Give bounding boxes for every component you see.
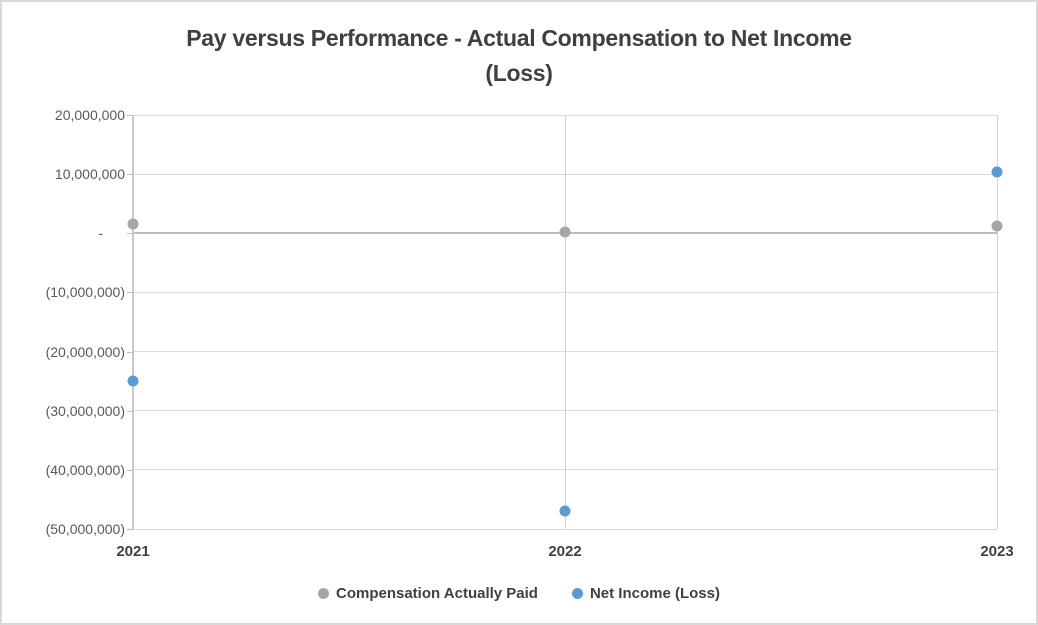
- y-axis-label: (10,000,000): [45, 284, 125, 301]
- chart-title: Pay versus Performance - Actual Compensa…: [2, 21, 1036, 91]
- data-point-net-income-2023: [991, 166, 1003, 178]
- gridline-horizontal: [133, 528, 997, 530]
- y-axis-label: (50,000,000): [45, 521, 125, 537]
- data-point-cap-2023: [991, 220, 1003, 232]
- data-point-net-income-2022: [559, 505, 571, 517]
- y-axis: 20,000,000 10,000,000 - (10,000,000) (20,000…: [2, 2, 125, 623]
- y-axis-tick: [127, 410, 133, 412]
- gridline-vertical: [564, 115, 566, 529]
- data-point-cap-2021: [127, 218, 139, 230]
- plot-area: [127, 114, 1003, 530]
- y-axis-label: -: [98, 225, 103, 242]
- y-axis-tick: [127, 351, 133, 353]
- y-axis-tick: [127, 233, 133, 235]
- gridline-vertical: [132, 115, 134, 529]
- y-axis-tick: [127, 115, 133, 116]
- data-point-net-income-2021: [127, 375, 139, 387]
- legend-label: Net Income (Loss): [589, 585, 720, 602]
- y-axis-tick: [127, 292, 133, 294]
- data-point-cap-2022: [559, 226, 571, 237]
- y-axis-label: (40,000,000): [45, 461, 125, 478]
- y-axis-tick: [127, 529, 133, 530]
- x-axis-label: 2023: [980, 543, 1014, 560]
- x-axis-label: 2022: [548, 543, 582, 560]
- y-axis-label: 10,000,000: [54, 166, 125, 183]
- y-axis-label: (20,000,000): [45, 343, 125, 360]
- chart-title-line-2: (Loss): [485, 60, 553, 86]
- legend-marker-icon: [317, 588, 329, 599]
- y-axis-tick: [127, 174, 133, 176]
- legend-item-compensation: Compensation Actually Paid: [317, 585, 538, 602]
- chart-title-line-1: Pay versus Performance - Actual Compensa…: [186, 25, 852, 51]
- x-axis-label: 2021: [116, 543, 150, 560]
- legend-marker-icon: [571, 588, 583, 599]
- y-axis-tick: [127, 469, 133, 471]
- y-axis-label: (30,000,000): [45, 402, 125, 419]
- legend: Compensation Actually Paid Net Income (Lo…: [2, 585, 1036, 602]
- legend-label: Compensation Actually Paid: [335, 585, 538, 602]
- legend-item-net-income: Net Income (Loss): [571, 585, 720, 602]
- gridline-vertical: [996, 115, 998, 529]
- y-axis-label: 20,000,000: [54, 107, 125, 123]
